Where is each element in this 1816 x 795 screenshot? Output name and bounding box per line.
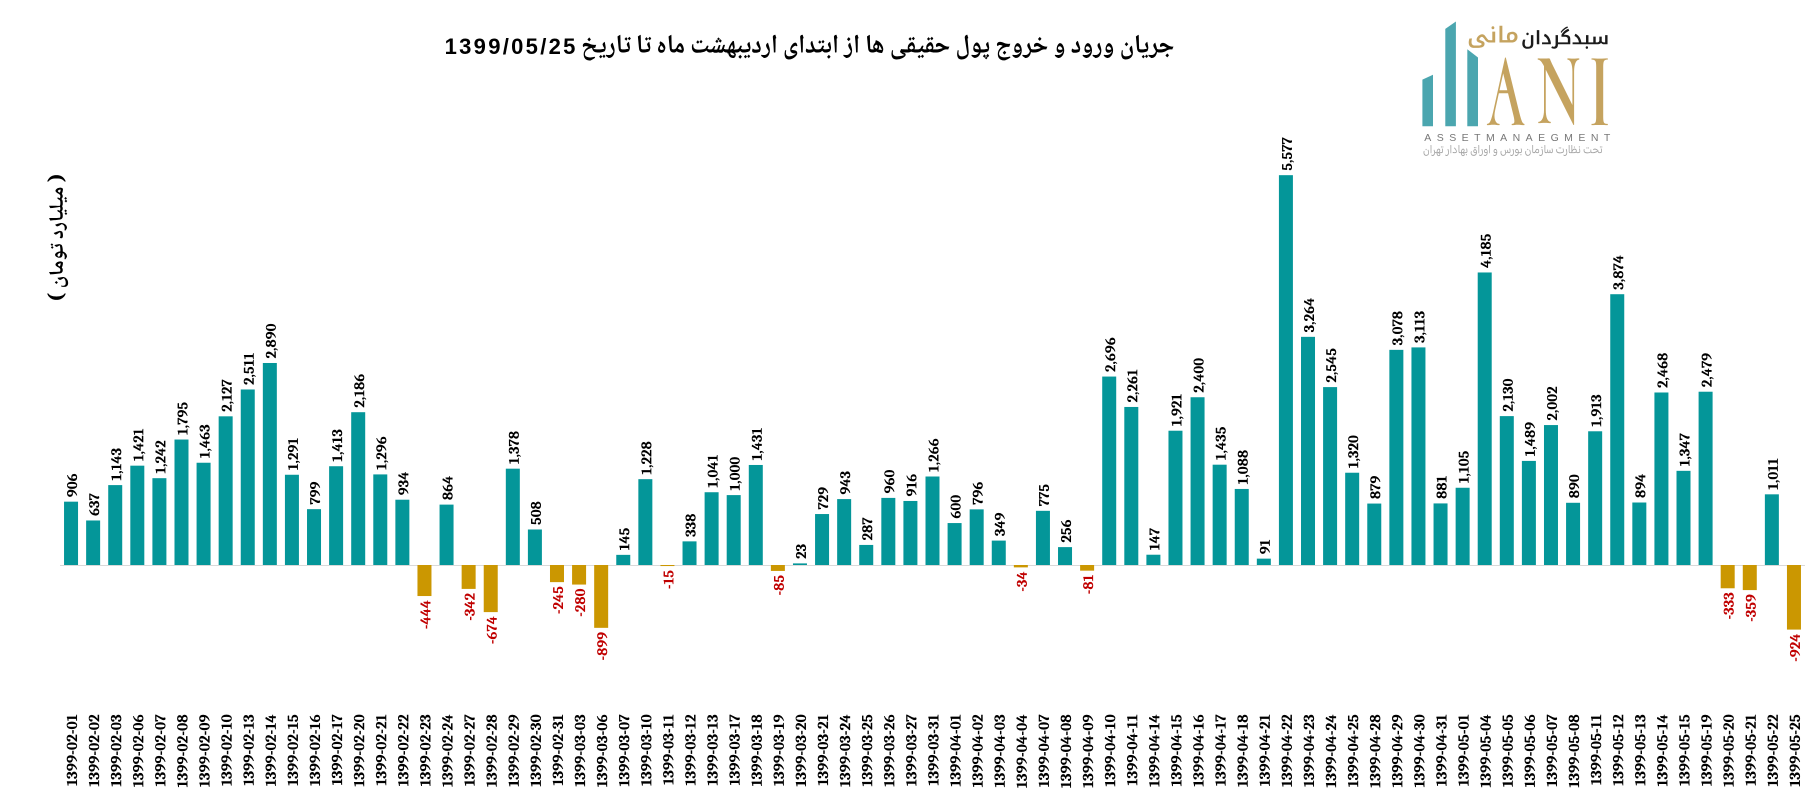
svg-text:ASSETMANAEGMENT: ASSETMANAEGMENT — [1424, 132, 1615, 144]
svg-text:1399/05/25: 1399/05/25 — [445, 34, 578, 59]
